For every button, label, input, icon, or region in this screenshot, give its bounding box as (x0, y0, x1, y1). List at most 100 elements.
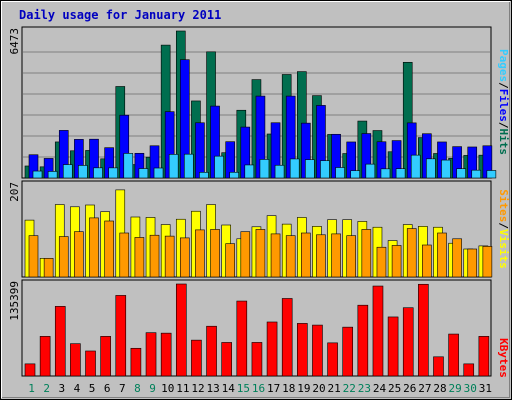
kbytes-bar-kbytes-day-8 (130, 347, 142, 377)
kbytes-bar-kbytes-day-25 (387, 316, 399, 377)
day-label-18: 18 (282, 382, 295, 395)
kbytes-bar-kbytes-day-31 (478, 336, 490, 377)
kbytes-bar-kbytes-day-6 (100, 336, 111, 377)
bar-marks (24, 30, 497, 377)
visits-bar-sites-day-14 (225, 243, 235, 278)
kbytes-panel-legend: KBytes (497, 338, 510, 378)
day-label-19: 19 (297, 382, 310, 395)
visits-bar-sites-day-18 (285, 235, 296, 278)
visits-bar-sites-day-1 (28, 235, 39, 278)
visits-bar-sites-day-13 (210, 229, 220, 278)
visits-bar-sites-day-17 (270, 233, 281, 278)
visits-panel-legend: Sites/Visits (497, 189, 510, 269)
visits-bar-sites-day-23 (361, 229, 372, 278)
visits-bar-sites-day-28 (437, 232, 447, 278)
visits-bar-sites-day-3 (58, 236, 69, 278)
hits-y-max-label: 6473 (8, 28, 21, 55)
day-label-13: 13 (206, 382, 219, 395)
day-label-12: 12 (191, 382, 204, 395)
day-label-17: 17 (267, 382, 280, 395)
hits-bar-files-day-8 (138, 168, 149, 179)
kbytes-bar-kbytes-day-18 (281, 298, 293, 377)
legend-pages: Pages (497, 49, 510, 82)
day-label-6: 6 (104, 382, 111, 395)
visits-bar-sites-day-16 (255, 229, 266, 278)
hits-bar-files-day-25 (395, 168, 406, 179)
hits-bar-files-day-16 (259, 159, 270, 179)
visits-bar-sites-day-29 (452, 238, 462, 278)
day-label-25: 25 (388, 382, 401, 395)
hits-bar-files-day-5 (93, 167, 103, 179)
day-label-11: 11 (176, 382, 189, 395)
hits-bar-files-day-11 (183, 153, 194, 179)
day-label-24: 24 (373, 382, 387, 395)
hits-bar-files-day-12 (199, 172, 209, 179)
legend-hits: Hits (497, 129, 510, 156)
visits-bar-sites-day-27 (422, 244, 432, 278)
hits-bar-files-day-23 (365, 163, 376, 179)
visits-bar-sites-day-4 (74, 231, 84, 278)
legend-kbytes: KBytes (497, 338, 510, 378)
day-labels: 1 2 3 4 5 6 7 8 9 10 11 12 13 14 15 16 17 18 19 20 21 22 23 24 2… (28, 382, 492, 395)
legend-visits: Visits (497, 229, 510, 269)
day-label-2: 2 (43, 382, 50, 395)
kbytes-bar-kbytes-day-3 (54, 306, 66, 377)
kbytes-bar-kbytes-day-21 (327, 342, 338, 377)
visits-bar-sites-day-25 (391, 245, 402, 278)
hits-bar-files-day-10 (168, 154, 179, 179)
day-label-5: 5 (89, 382, 96, 395)
day-label-28: 28 (433, 382, 446, 395)
kbytes-bar-kbytes-day-27 (418, 283, 429, 377)
hits-bar-files-day-22 (350, 170, 361, 179)
visits-bar-sites-day-8 (134, 237, 145, 278)
hits-bar-pages-day-12 (195, 122, 205, 179)
visits-bar-sites-day-11 (179, 237, 190, 278)
visits-bar-sites-day-21 (331, 233, 341, 278)
kbytes-bar-kbytes-day-9 (145, 332, 157, 377)
hits-bar-files-day-15 (244, 164, 255, 179)
kbytes-bar-kbytes-day-16 (251, 342, 263, 377)
hits-bar-files-day-3 (62, 164, 73, 179)
kbytes-bar-kbytes-day-30 (463, 363, 475, 377)
visits-bar-sites-day-12 (195, 229, 205, 278)
visits-bar-sites-day-30 (467, 248, 478, 278)
hits-bar-files-day-2 (47, 171, 58, 179)
day-label-20: 20 (312, 382, 325, 395)
hits-panel-legend: Pages/Files/Hits (497, 49, 510, 155)
kbytes-bar-kbytes-day-28 (433, 356, 444, 377)
day-label-15: 15 (237, 382, 250, 395)
kbytes-bar-kbytes-day-23 (357, 304, 369, 377)
kbytes-bar-kbytes-day-14 (221, 342, 232, 377)
chart-title: Daily usage for January 2011 (19, 8, 221, 22)
visits-bar-sites-day-10 (164, 235, 175, 278)
kbytes-bar-kbytes-day-5 (85, 350, 96, 377)
visits-bar-sites-day-5 (89, 217, 99, 278)
hits-bar-files-day-19 (305, 159, 315, 179)
day-label-9: 9 (149, 382, 156, 395)
kbytes-bar-kbytes-day-29 (448, 333, 459, 377)
hits-bar-files-day-26 (410, 154, 421, 179)
day-label-30: 30 (464, 382, 477, 395)
day-label-21: 21 (328, 382, 341, 395)
day-label-22: 22 (343, 382, 356, 395)
legend-files: Files (497, 89, 510, 122)
day-label-10: 10 (161, 382, 174, 395)
legend-separator: / (497, 82, 510, 89)
kbytes-bar-kbytes-day-22 (342, 326, 354, 377)
kbytes-bar-kbytes-day-1 (24, 363, 36, 377)
hits-bar-files-day-17 (274, 164, 285, 179)
hits-bar-files-day-21 (335, 167, 345, 179)
hits-bar-files-day-1 (32, 170, 43, 179)
hits-bar-files-day-27 (426, 158, 436, 179)
kbytes-bar-kbytes-day-19 (297, 323, 308, 377)
day-label-26: 26 (403, 382, 416, 395)
hits-bar-files-day-24 (380, 168, 391, 179)
hits-bar-files-day-13 (214, 155, 224, 179)
day-label-3: 3 (59, 382, 66, 395)
visits-bar-sites-day-2 (43, 258, 54, 278)
visits-bar-sites-day-31 (482, 246, 493, 278)
visits-bar-sites-day-24 (376, 246, 387, 278)
hits-bar-files-day-14 (229, 171, 239, 179)
visits-bar-sites-day-7 (119, 232, 130, 278)
